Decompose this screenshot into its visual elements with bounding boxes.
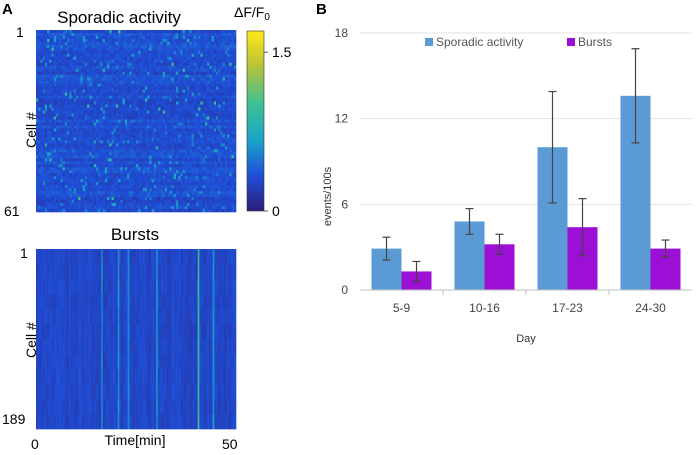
error-bar (465, 208, 474, 235)
heatmap-sporadic (36, 30, 237, 213)
heatmap-bottom-xlabel: Time[min] (105, 432, 166, 448)
legend-swatch (425, 38, 433, 46)
error-bar (495, 233, 504, 255)
colorbar-tick-label: 1.5 (272, 44, 292, 60)
error-bar (382, 236, 391, 261)
y-axis-title: events/100s (322, 166, 334, 226)
colorbar-ticks: 1.50 (264, 44, 292, 219)
error-bar (631, 48, 640, 144)
y-tick-label: 12 (335, 112, 349, 126)
bar-chart: 0 6 12 18 5-9 10-16 17-23 24-30 events/100s Day S… (322, 26, 692, 345)
y-tick-label: 18 (335, 26, 349, 40)
heatmap-bottom-title: Bursts (111, 225, 159, 244)
legend-swatch (567, 38, 575, 46)
legend-label: Sporadic activity (436, 35, 523, 49)
y-tick-label: 0 (341, 283, 348, 297)
heatmap-top-row-first: 1 (16, 24, 24, 40)
x-tick-label: 17-23 (552, 301, 583, 315)
heatmap-bottom-row-last: 189 (2, 411, 26, 427)
legend-label: Bursts (578, 35, 612, 49)
error-bar (548, 90, 557, 204)
heatmap-top-ylabel: Cell # (23, 112, 39, 148)
y-tick-label: 6 (341, 197, 348, 211)
x-tick-label: 10-16 (469, 301, 500, 315)
heatmap-bottom-x-end: 50 (222, 436, 238, 452)
error-bar (412, 260, 421, 283)
error-bar (578, 198, 587, 257)
colorbar-label: ΔF/F0 (234, 4, 270, 23)
x-tick-label: 5-9 (393, 301, 411, 315)
colorbar-tick-label: 0 (272, 203, 280, 219)
x-tick-label: 24-30 (635, 301, 666, 315)
error-bar (661, 239, 670, 258)
heatmap-bursts (36, 249, 237, 430)
heatmap-bottom-x-start: 0 (31, 436, 39, 452)
heatmap-top-row-last: 61 (4, 203, 20, 219)
heatmap-top-title: Sporadic activity (57, 8, 181, 27)
heatmap-bottom-row-first: 1 (20, 245, 28, 261)
panel-b-label: B (316, 1, 327, 18)
colorbar (246, 30, 265, 212)
panel-a-label: A (2, 1, 13, 18)
heatmap-bottom-ylabel: Cell # (23, 322, 39, 358)
x-axis-title: Day (516, 333, 536, 345)
